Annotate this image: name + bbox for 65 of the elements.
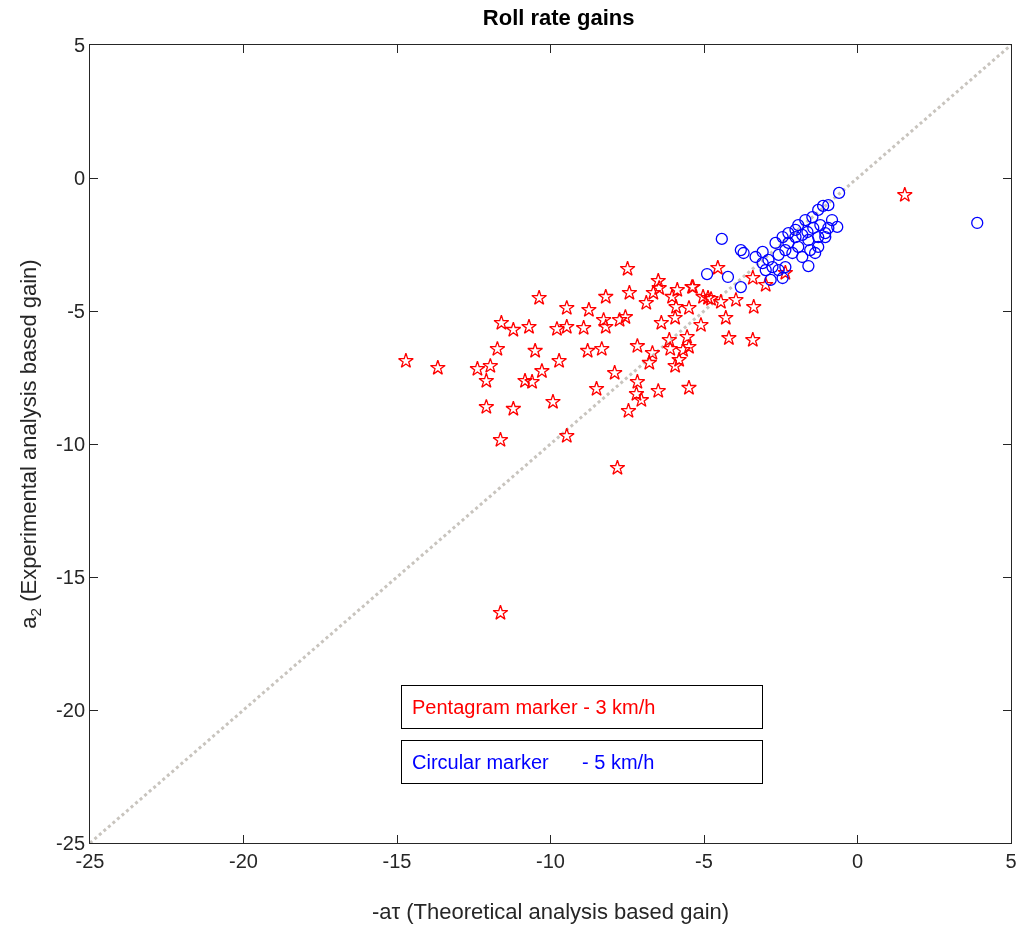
- point: [822, 198, 835, 212]
- point: [715, 232, 728, 246]
- point: [756, 256, 769, 270]
- point: [779, 243, 792, 257]
- point: [816, 199, 830, 213]
- y-tick-label: 5: [73, 34, 85, 56]
- point: [812, 203, 825, 217]
- x-tick-label: 0: [851, 850, 864, 872]
- point: [789, 230, 802, 244]
- point: [779, 260, 792, 274]
- y-tick-label: -5: [67, 300, 85, 322]
- annotation: Pentagram marker - 3 km/h: [412, 696, 656, 718]
- point: [789, 223, 802, 237]
- x-tick-label: -20: [229, 850, 258, 872]
- point: [804, 243, 817, 257]
- point: [822, 221, 835, 235]
- point: [802, 259, 815, 273]
- point: [766, 260, 779, 274]
- point: [796, 228, 809, 242]
- x-tick-label: -10: [536, 850, 565, 872]
- y-tick-label: -10: [56, 433, 85, 455]
- x-axis-title: -aτ (Theoretical analysis based gain): [371, 899, 730, 924]
- point: [812, 230, 825, 244]
- point: [971, 216, 984, 230]
- x-tick-label: -5: [695, 850, 713, 872]
- x-tick-label: 5: [1005, 850, 1017, 872]
- point: [814, 218, 827, 232]
- point: [802, 233, 815, 247]
- point: [799, 213, 812, 227]
- y-tick-label: -15: [56, 566, 85, 588]
- point: [786, 246, 799, 260]
- annotation: Circular marker - 5 km/h: [412, 751, 655, 773]
- y-tick-label: -25: [56, 832, 85, 854]
- point: [700, 267, 714, 281]
- point: [734, 280, 747, 294]
- point: [832, 186, 846, 200]
- chart-title: Roll rate gains: [482, 4, 635, 30]
- point: [776, 230, 789, 244]
- point: [772, 263, 785, 277]
- point: [792, 218, 805, 232]
- point: [782, 236, 795, 250]
- point: [825, 213, 839, 227]
- point: [782, 226, 795, 240]
- point: [762, 253, 775, 267]
- point: [796, 250, 809, 264]
- point: [801, 225, 814, 239]
- point: [749, 250, 762, 264]
- point: [764, 273, 777, 287]
- point: [807, 221, 820, 235]
- point: [772, 248, 785, 262]
- point: [721, 270, 735, 284]
- point: [769, 236, 782, 250]
- point: [776, 271, 789, 285]
- point: [831, 220, 844, 234]
- x-tick-label: -15: [382, 850, 412, 872]
- point: [819, 230, 832, 244]
- point: [812, 240, 825, 254]
- point: [808, 246, 822, 260]
- point: [806, 210, 819, 224]
- point: [792, 240, 805, 254]
- point: [819, 226, 832, 240]
- y-tick-label: 0: [73, 167, 85, 189]
- y-tick-label: -20: [56, 699, 85, 721]
- point: [756, 245, 769, 259]
- point: [759, 263, 772, 277]
